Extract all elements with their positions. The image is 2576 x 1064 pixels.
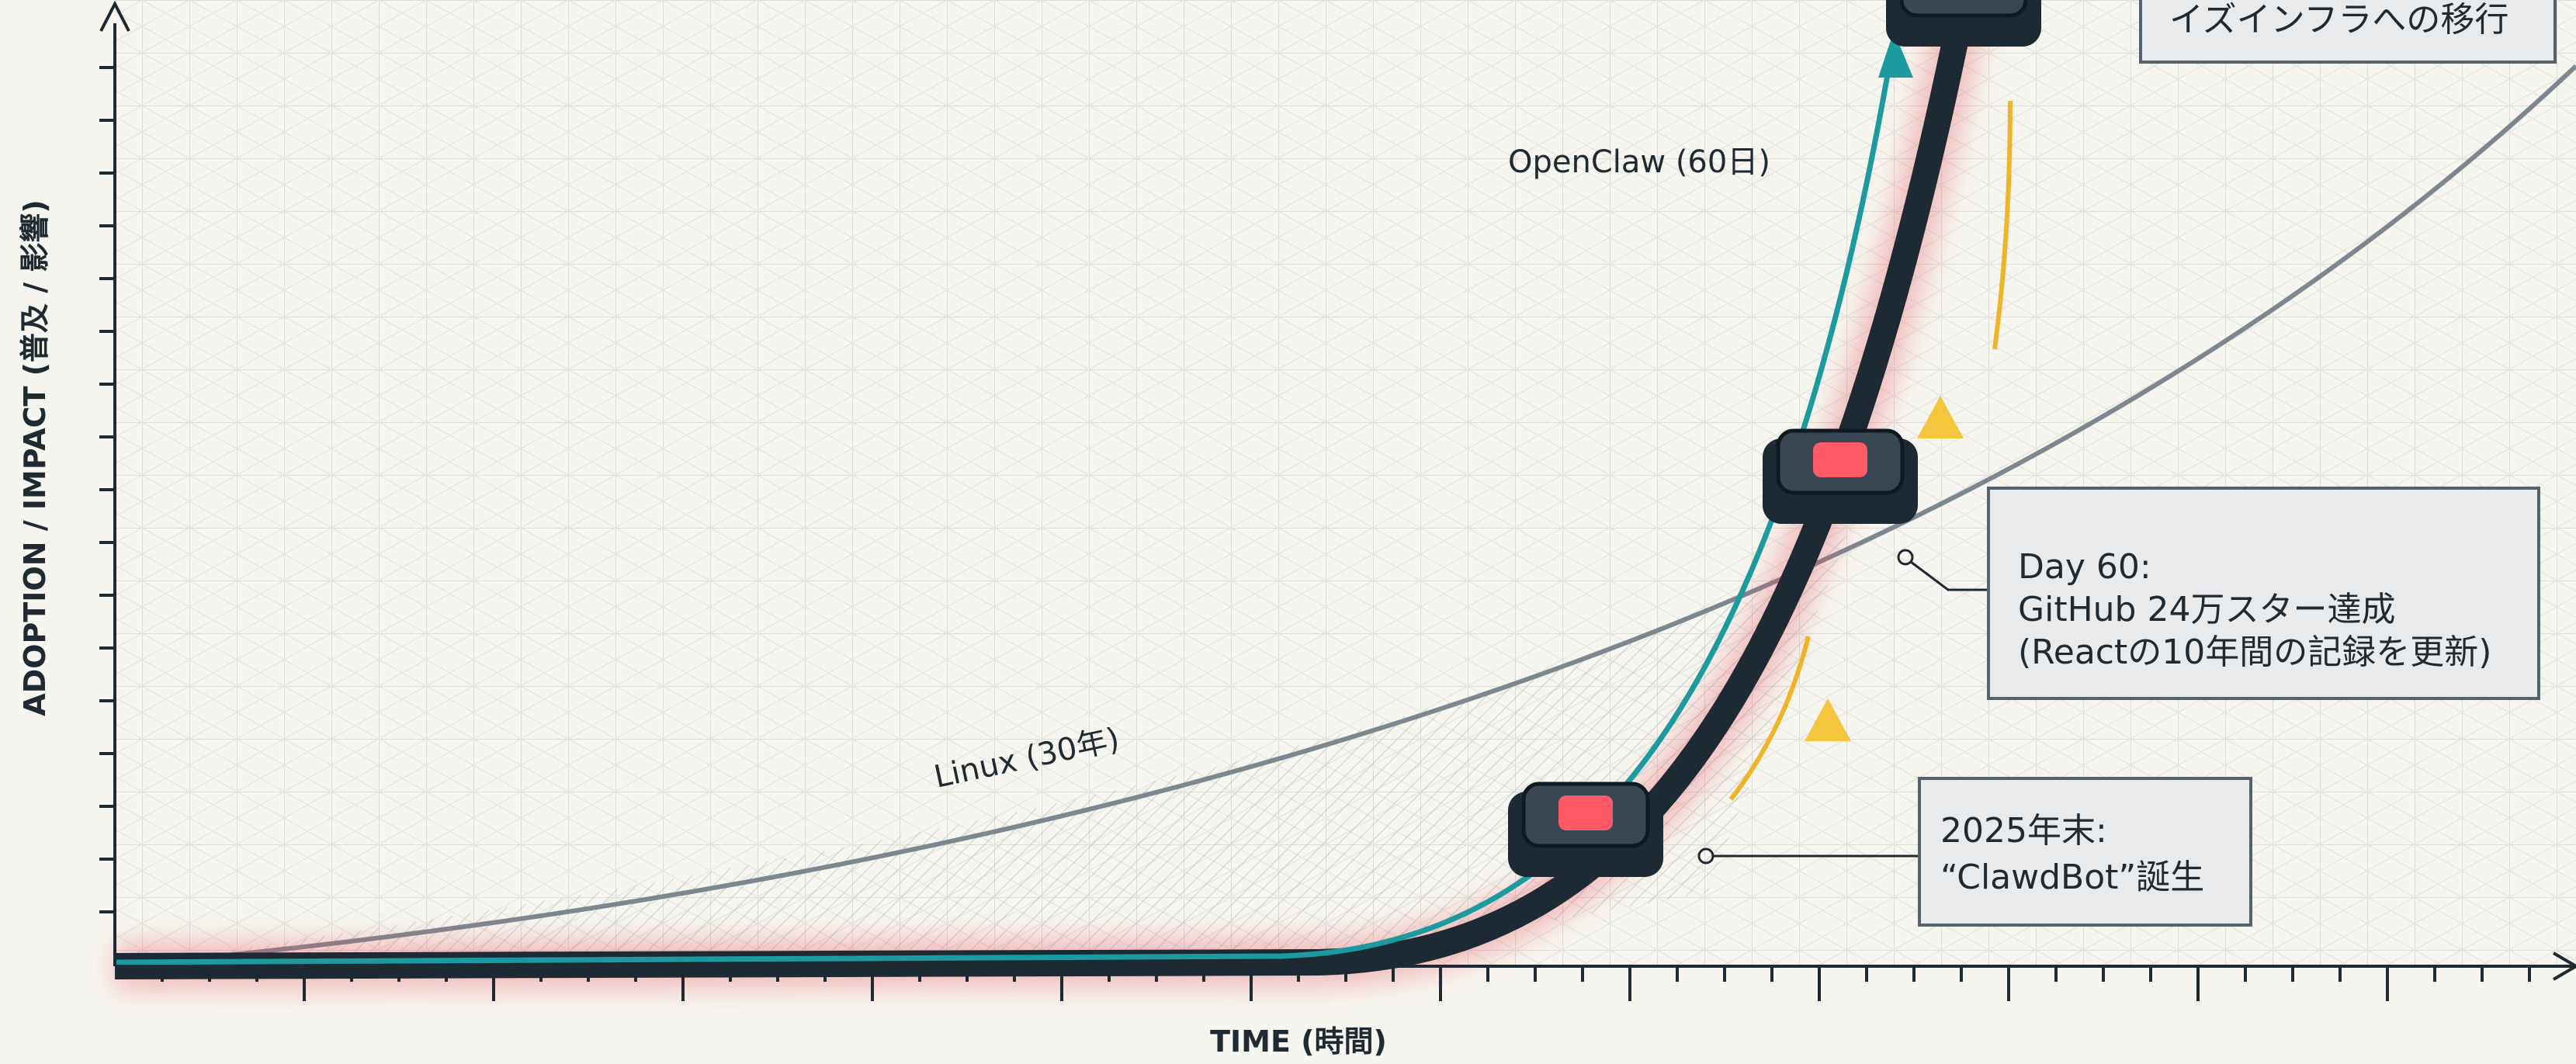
callout-text: イズインフラへの移行 xyxy=(2169,0,2508,40)
callout-text: (Reactの10年間の記録を更新) xyxy=(2018,633,2491,672)
callout-text: Day 60: xyxy=(2018,547,2151,587)
y-axis-label: ADOPTION / IMPACT (普及 / 影響) xyxy=(18,199,52,716)
callout-text: “ClawdBot”誕生 xyxy=(1940,858,2204,897)
x-axis-label: TIME (時間) xyxy=(1210,1024,1387,1059)
diagram: TIME (時間) ADOPTION / IMPACT (普及 / 影響) Op… xyxy=(0,0,2576,1064)
callout-text: 2025年末: xyxy=(1940,811,2107,851)
curve-label: OpenClaw (60日) xyxy=(1508,144,1770,180)
callout-text: GitHub 24万スター達成 xyxy=(2018,590,2395,629)
